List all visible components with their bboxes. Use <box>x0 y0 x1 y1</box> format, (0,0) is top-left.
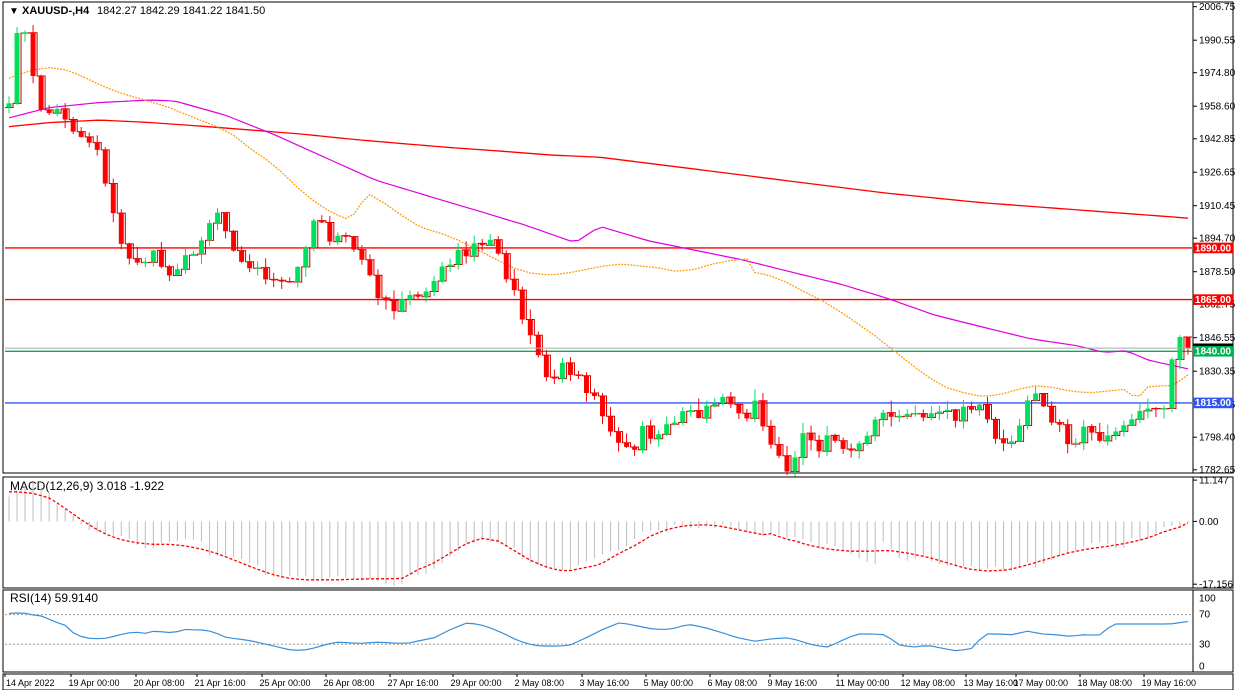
svg-text:1782.65: 1782.65 <box>1199 465 1236 476</box>
svg-text:9 May 16:00: 9 May 16:00 <box>768 678 818 688</box>
svg-text:-17.156: -17.156 <box>1199 580 1233 591</box>
svg-text:XAUUSD-,H4: XAUUSD-,H4 <box>22 5 90 17</box>
svg-text:1842.27 1842.29 1841.22 1841.5: 1842.27 1842.29 1841.22 1841.50 <box>97 5 265 17</box>
svg-text:5 May 00:00: 5 May 00:00 <box>644 678 694 688</box>
svg-text:1890.00: 1890.00 <box>1195 243 1232 254</box>
svg-text:1942.85: 1942.85 <box>1199 134 1236 145</box>
svg-text:26 Apr 08:00: 26 Apr 08:00 <box>324 678 375 688</box>
svg-text:13 May 16:00: 13 May 16:00 <box>964 678 1019 688</box>
svg-text:12 May 08:00: 12 May 08:00 <box>901 678 956 688</box>
svg-text:1990.55: 1990.55 <box>1199 36 1236 47</box>
svg-text:1798.40: 1798.40 <box>1199 433 1236 444</box>
svg-text:100: 100 <box>1199 594 1216 605</box>
svg-text:25 Apr 00:00: 25 Apr 00:00 <box>260 678 311 688</box>
svg-text:▼: ▼ <box>9 6 19 17</box>
svg-text:1846.55: 1846.55 <box>1199 333 1236 344</box>
svg-text:21 Apr 16:00: 21 Apr 16:00 <box>195 678 246 688</box>
svg-text:27 Apr 16:00: 27 Apr 16:00 <box>388 678 439 688</box>
svg-text:18 May 08:00: 18 May 08:00 <box>1078 678 1133 688</box>
svg-text:0: 0 <box>1199 662 1205 673</box>
svg-text:1974.80: 1974.80 <box>1199 68 1236 79</box>
svg-text:29 Apr 00:00: 29 Apr 00:00 <box>451 678 502 688</box>
svg-text:1840.00: 1840.00 <box>1195 347 1232 358</box>
svg-text:1926.65: 1926.65 <box>1199 168 1236 179</box>
svg-text:1958.60: 1958.60 <box>1199 102 1236 113</box>
svg-text:6 May 08:00: 6 May 08:00 <box>708 678 758 688</box>
svg-text:11.147: 11.147 <box>1199 476 1229 487</box>
svg-text:RSI(14) 59.9140: RSI(14) 59.9140 <box>10 591 98 605</box>
svg-text:1878.50: 1878.50 <box>1199 267 1236 278</box>
svg-text:19 Apr 00:00: 19 Apr 00:00 <box>69 678 120 688</box>
svg-text:2006.75: 2006.75 <box>1199 2 1236 13</box>
svg-text:30: 30 <box>1199 640 1211 651</box>
svg-text:1815.00: 1815.00 <box>1195 398 1232 409</box>
svg-text:17 May 00:00: 17 May 00:00 <box>1014 678 1069 688</box>
svg-text:20 Apr 08:00: 20 Apr 08:00 <box>134 678 185 688</box>
svg-text:19 May 16:00: 19 May 16:00 <box>1142 678 1197 688</box>
svg-text:2 May 08:00: 2 May 08:00 <box>515 678 565 688</box>
svg-text:11 May 00:00: 11 May 00:00 <box>836 678 890 688</box>
svg-text:1865.00: 1865.00 <box>1195 295 1232 306</box>
svg-text:1830.35: 1830.35 <box>1199 367 1236 378</box>
svg-text:14 Apr 2022: 14 Apr 2022 <box>6 678 55 688</box>
svg-text:70: 70 <box>1199 610 1211 621</box>
svg-text:3 May 16:00: 3 May 16:00 <box>580 678 630 688</box>
svg-text:1910.45: 1910.45 <box>1199 201 1236 212</box>
svg-text:0.00: 0.00 <box>1199 517 1219 528</box>
